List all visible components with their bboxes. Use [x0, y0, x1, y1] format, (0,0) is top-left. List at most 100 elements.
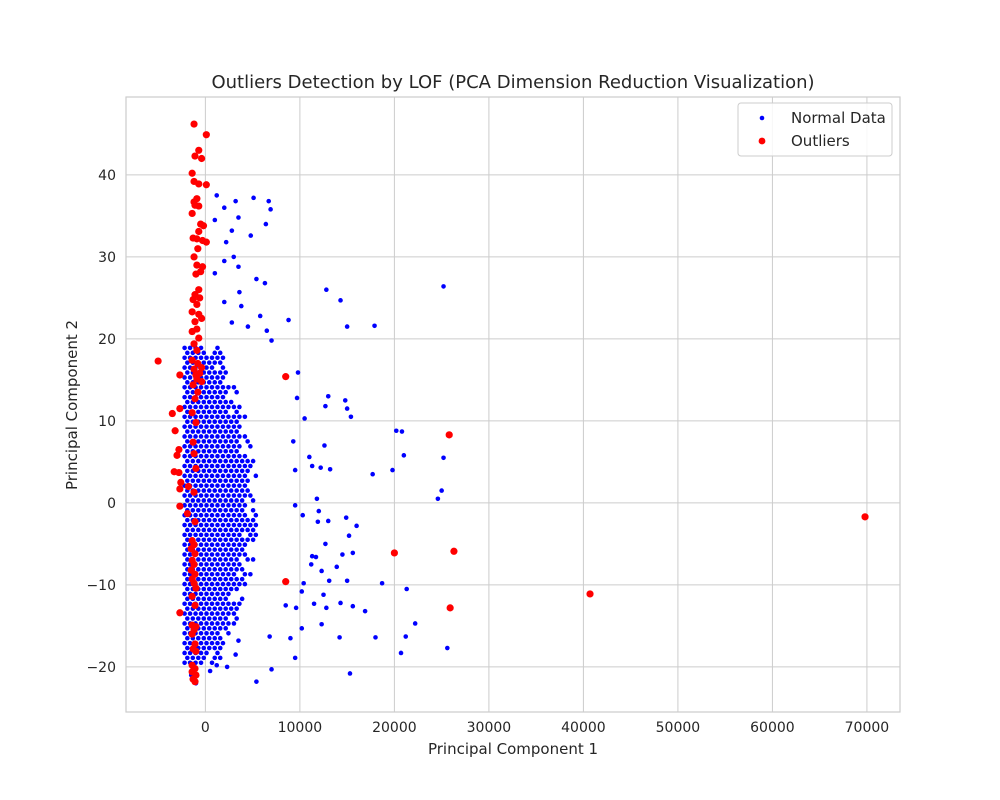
normal-data-point [201, 635, 207, 641]
normal-data-point [226, 444, 231, 449]
y-tick-label: 0 [107, 496, 116, 512]
outlier-point [188, 630, 196, 638]
normal-data-point [220, 365, 226, 370]
normal-data-point [223, 507, 229, 513]
normal-data-point [185, 429, 190, 434]
normal-data-point [201, 409, 207, 415]
normal-data-point [195, 557, 201, 562]
normal-data-point [217, 429, 223, 434]
normal-data-point [342, 398, 348, 403]
outlier-point [176, 405, 184, 413]
normal-data-point [204, 404, 209, 410]
normal-data-point [198, 512, 204, 518]
normal-data-point [220, 483, 226, 488]
normal-data-point [201, 645, 207, 651]
normal-data-point [370, 471, 375, 477]
normal-data-point [326, 578, 332, 584]
normal-data-point [226, 562, 231, 567]
normal-data-point [214, 662, 220, 668]
normal-data-point [206, 606, 212, 611]
normal-data-point [220, 453, 226, 459]
outlier-point [282, 578, 290, 586]
legend-normal-marker [759, 115, 765, 121]
normal-data-point [206, 478, 212, 484]
normal-data-point [311, 601, 317, 607]
normal-data-point [224, 664, 230, 670]
outlier-point [193, 235, 201, 243]
normal-data-point [223, 557, 229, 562]
normal-data-point [237, 532, 242, 538]
outlier-point [195, 334, 203, 342]
normal-data-point [212, 429, 218, 434]
normal-data-point [237, 434, 242, 439]
normal-data-point [228, 429, 234, 434]
normal-data-point [201, 616, 207, 621]
normal-data-point [228, 468, 234, 474]
normal-data-point [373, 635, 378, 640]
normal-data-point [217, 458, 223, 464]
normal-data-point [220, 601, 226, 607]
normal-data-point [204, 483, 209, 488]
normal-data-point [250, 517, 256, 523]
normal-data-point [343, 515, 349, 520]
normal-data-point [439, 488, 444, 493]
normal-data-point [299, 589, 305, 594]
normal-data-point [212, 448, 218, 454]
normal-data-point [206, 468, 212, 474]
normal-data-point [209, 355, 215, 361]
normal-data-point [215, 434, 220, 439]
normal-data-point [209, 522, 215, 528]
normal-data-point [441, 284, 446, 289]
normal-data-point [204, 355, 209, 361]
normal-data-point [233, 652, 238, 657]
normal-data-point [220, 463, 226, 469]
normal-data-point [237, 503, 242, 508]
normal-data-point [220, 503, 226, 508]
outlier-point [191, 152, 199, 160]
outlier-point [195, 227, 203, 236]
normal-data-point [201, 360, 207, 365]
normal-data-point [250, 537, 256, 543]
normal-data-point [185, 586, 190, 592]
normal-data-point [253, 532, 259, 538]
normal-data-point [209, 424, 215, 429]
normal-data-point [212, 655, 218, 661]
normal-data-point [212, 217, 218, 223]
normal-data-point [237, 463, 242, 469]
legend-outlier-label: Outliers [791, 132, 850, 150]
outlier-point [183, 509, 192, 518]
normal-data-point [212, 468, 218, 474]
normal-data-point [226, 630, 231, 636]
normal-data-point [237, 473, 242, 479]
normal-data-point [209, 473, 215, 479]
normal-data-point [187, 434, 193, 439]
normal-data-point [206, 370, 212, 375]
normal-data-point [220, 414, 226, 420]
normal-data-point [204, 503, 209, 508]
normal-data-point [182, 404, 187, 410]
outlier-point [199, 222, 208, 230]
normal-data-point [198, 463, 204, 469]
normal-data-point [195, 439, 201, 444]
normal-data-point [226, 601, 231, 607]
normal-data-point [226, 542, 231, 548]
normal-data-point [182, 640, 187, 646]
normal-data-point [215, 414, 220, 420]
outlier-point [175, 446, 183, 454]
normal-data-point [220, 394, 226, 400]
normal-data-point [209, 571, 215, 577]
normal-data-point [288, 635, 293, 641]
normal-data-point [231, 601, 237, 607]
normal-data-point [182, 591, 187, 597]
normal-data-point [209, 512, 215, 518]
normal-data-point [198, 434, 204, 439]
normal-data-point [245, 478, 250, 484]
normal-data-point [220, 424, 226, 429]
normal-data-point [286, 317, 291, 323]
normal-data-point [220, 621, 226, 626]
normal-data-point [231, 463, 237, 469]
normal-data-point [314, 496, 320, 502]
outlier-point [176, 502, 184, 510]
normal-data-point [206, 448, 212, 454]
outlier-point [188, 209, 196, 218]
